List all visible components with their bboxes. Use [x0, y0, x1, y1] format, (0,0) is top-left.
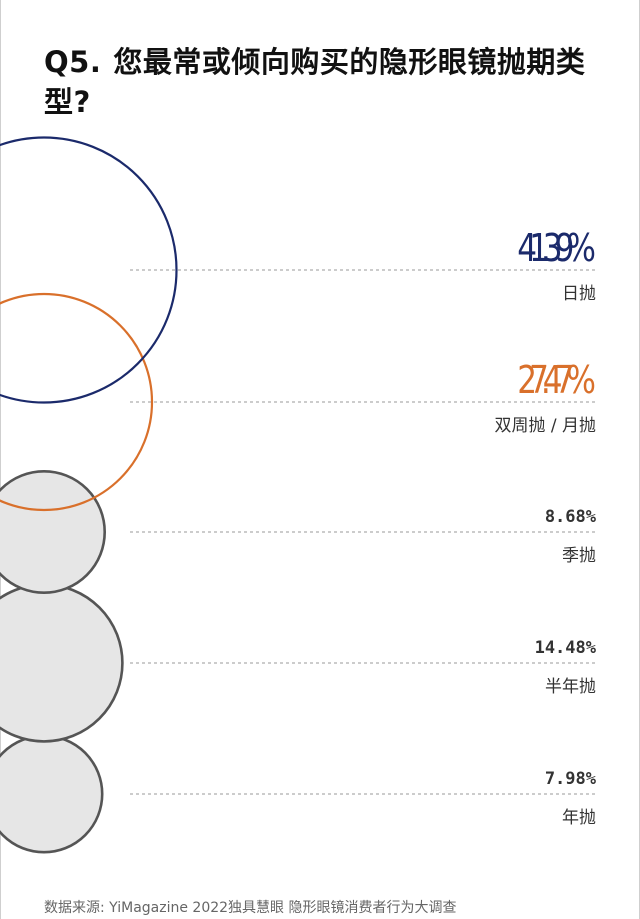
bubble-1: [0, 136, 178, 404]
question-number: Q5.: [44, 45, 102, 79]
frame-left-border: [0, 0, 1, 919]
source-note: 数据来源: YiMagazine 2022独具慧眼 隐形眼镜消费者行为大调查: [44, 900, 457, 916]
bubble-3: [0, 470, 106, 594]
bubble-layer: [0, 136, 178, 854]
value-label-2: 27.47%: [517, 359, 596, 403]
category-label-5: 年抛: [562, 808, 596, 828]
value-label-5: 7.98%: [545, 769, 597, 789]
value-label-3: 8.68%: [545, 507, 597, 527]
question-text: 您最常或倾向购买的隐形眼镜抛期类型?: [44, 45, 586, 119]
value-label-1: 41.39%: [517, 227, 596, 271]
value-label-4: 14.48%: [535, 638, 597, 658]
category-label-1: 日抛: [562, 284, 596, 304]
category-label-3: 季抛: [562, 546, 596, 566]
chart-title: Q5. 您最常或倾向购买的隐形眼镜抛期类型?: [44, 42, 604, 122]
category-label-4: 半年抛: [545, 677, 596, 697]
category-label-2: 双周抛 / 月抛: [494, 416, 596, 436]
bubble-4: [0, 583, 124, 743]
bubble-5: [0, 734, 104, 854]
bubble-2: [0, 292, 154, 512]
row-layer: 41.39% 日抛 27.47% 双周抛 / 月抛 8.68% 季抛 14.48% 半年抛 7.…: [130, 227, 597, 828]
